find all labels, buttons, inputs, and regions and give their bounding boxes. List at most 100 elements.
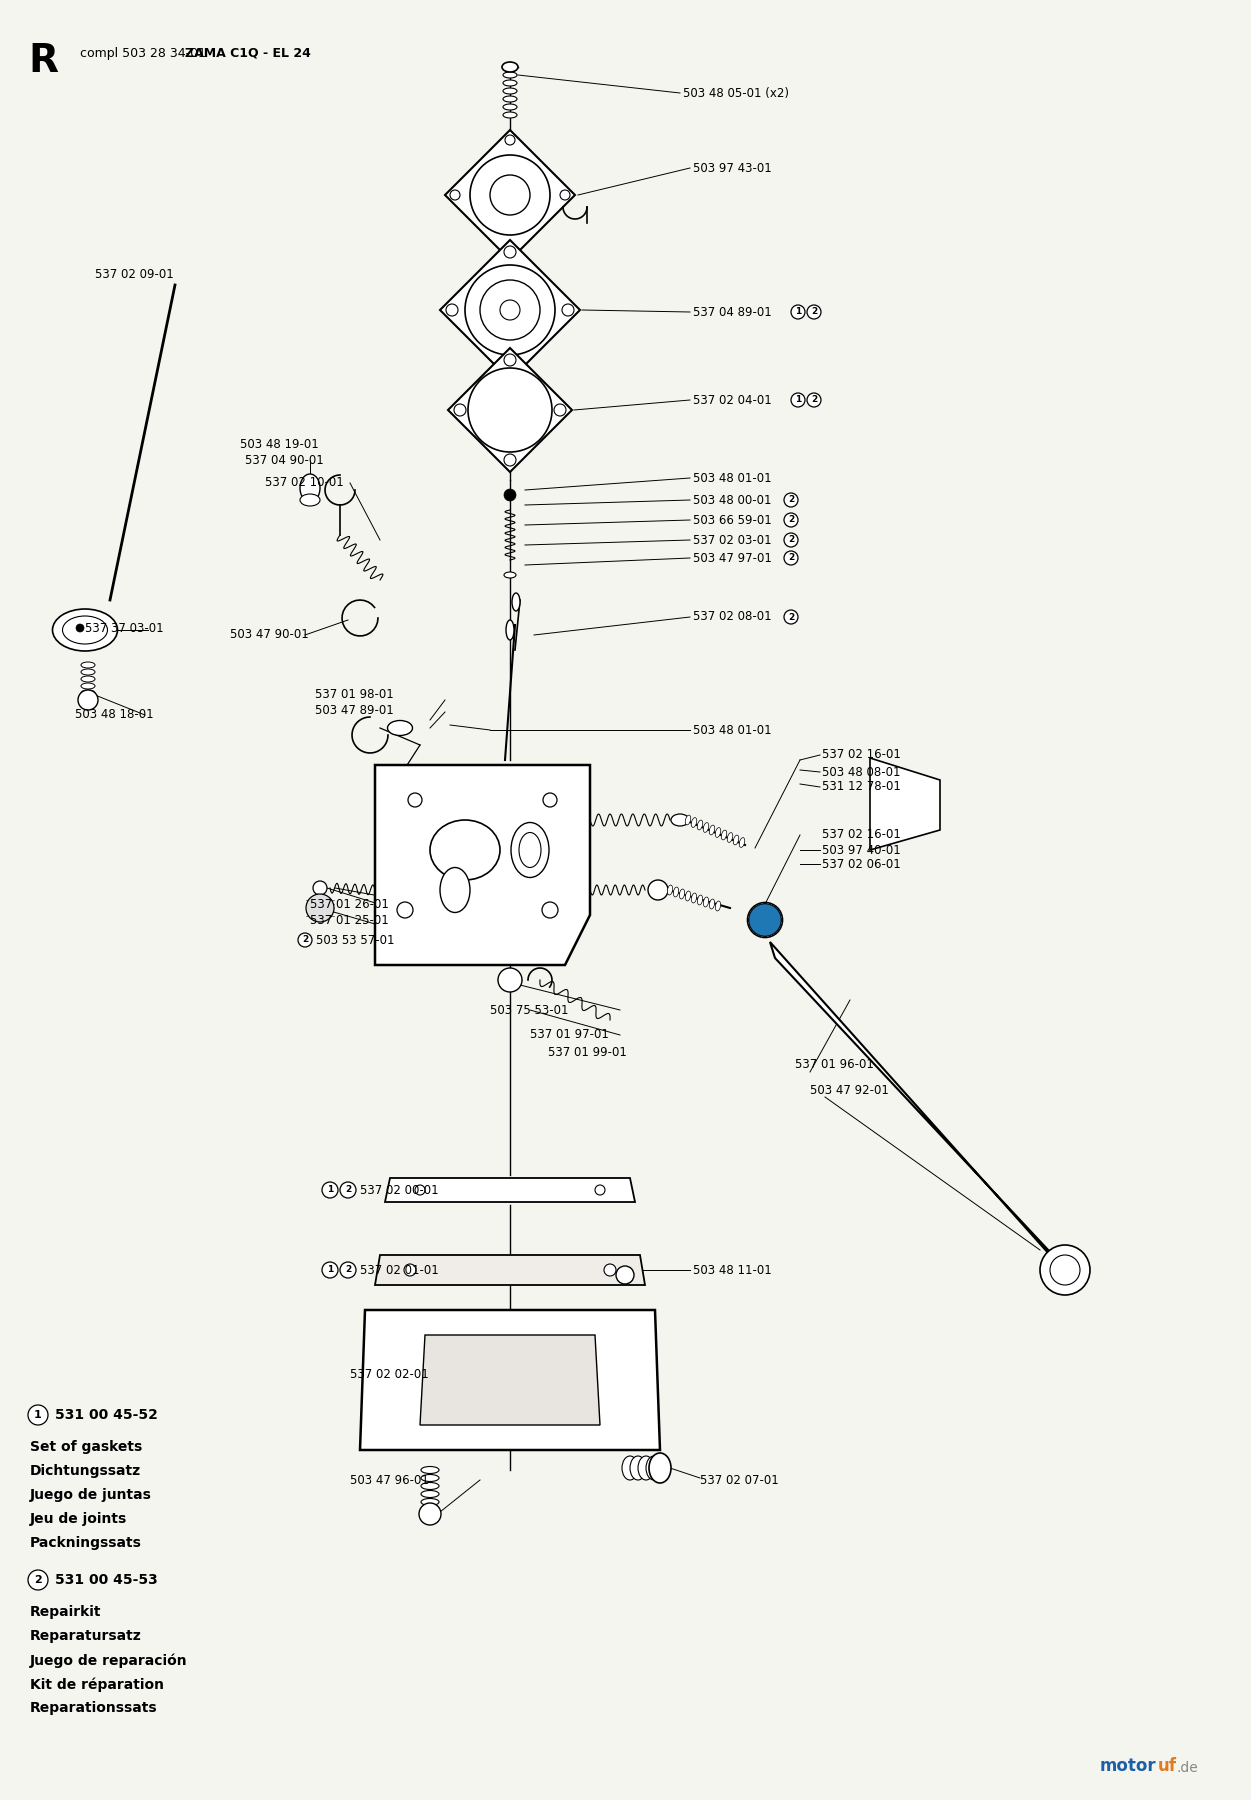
Polygon shape	[420, 1336, 600, 1426]
Ellipse shape	[679, 889, 684, 898]
Text: 531 00 45-53: 531 00 45-53	[55, 1573, 158, 1588]
Circle shape	[500, 301, 520, 320]
Circle shape	[784, 493, 798, 508]
Text: 537 02 03-01: 537 02 03-01	[693, 533, 772, 547]
Ellipse shape	[727, 833, 733, 842]
Text: Dichtungssatz: Dichtungssatz	[30, 1463, 141, 1478]
Text: uf: uf	[1158, 1757, 1177, 1775]
Ellipse shape	[300, 473, 320, 502]
Text: 537 02 04-01: 537 02 04-01	[693, 394, 772, 407]
Circle shape	[615, 1265, 634, 1283]
Polygon shape	[445, 130, 575, 259]
Text: 2: 2	[788, 536, 794, 544]
Ellipse shape	[739, 837, 744, 848]
Text: 2: 2	[788, 612, 794, 621]
Circle shape	[447, 304, 458, 317]
Circle shape	[340, 1183, 357, 1199]
Polygon shape	[375, 765, 590, 965]
Circle shape	[560, 191, 570, 200]
Text: 537 02 06-01: 537 02 06-01	[822, 857, 901, 871]
Ellipse shape	[686, 891, 691, 902]
Circle shape	[648, 880, 668, 900]
Circle shape	[28, 1406, 48, 1426]
Text: 537 01 26-01: 537 01 26-01	[310, 898, 389, 911]
Text: 1: 1	[794, 396, 801, 405]
Text: 537 37 03-01: 537 37 03-01	[85, 621, 164, 635]
Ellipse shape	[430, 821, 500, 880]
Circle shape	[470, 155, 550, 236]
Text: 2: 2	[811, 396, 817, 405]
Text: Juego de reparación: Juego de reparación	[30, 1652, 188, 1667]
Text: 1: 1	[327, 1265, 333, 1274]
Circle shape	[322, 1183, 338, 1199]
Text: 537 02 09-01: 537 02 09-01	[95, 268, 174, 281]
Text: 503 66 59-01: 503 66 59-01	[693, 513, 772, 526]
Ellipse shape	[502, 61, 518, 72]
Text: 537 01 98-01: 537 01 98-01	[315, 688, 394, 702]
Ellipse shape	[505, 619, 514, 641]
Circle shape	[465, 265, 555, 355]
Ellipse shape	[716, 828, 721, 837]
Text: 503 48 11-01: 503 48 11-01	[693, 1264, 772, 1276]
Ellipse shape	[422, 1483, 439, 1490]
Text: 2: 2	[345, 1265, 352, 1274]
Ellipse shape	[53, 608, 118, 652]
Text: 537 04 89-01: 537 04 89-01	[693, 306, 772, 319]
Ellipse shape	[671, 814, 689, 826]
Text: 537 02 10-01: 537 02 10-01	[265, 475, 344, 488]
Ellipse shape	[716, 902, 721, 911]
Ellipse shape	[697, 895, 703, 905]
Text: Reparatursatz: Reparatursatz	[30, 1629, 141, 1643]
Circle shape	[404, 1264, 417, 1276]
Text: 503 97 40-01: 503 97 40-01	[822, 844, 901, 857]
Text: 1: 1	[34, 1409, 41, 1420]
Text: 2: 2	[811, 308, 817, 317]
Circle shape	[554, 403, 565, 416]
Ellipse shape	[81, 682, 95, 689]
Circle shape	[419, 1503, 442, 1525]
Ellipse shape	[703, 896, 708, 907]
Circle shape	[450, 191, 460, 200]
Text: Kit de réparation: Kit de réparation	[30, 1678, 164, 1692]
Text: 537 04 90-01: 537 04 90-01	[245, 454, 324, 466]
Text: 503 53 57-01: 503 53 57-01	[317, 934, 394, 947]
Ellipse shape	[709, 898, 714, 909]
Circle shape	[1050, 1255, 1080, 1285]
Circle shape	[504, 247, 515, 257]
Ellipse shape	[638, 1456, 654, 1480]
Text: 503 47 89-01: 503 47 89-01	[315, 704, 394, 716]
Circle shape	[454, 403, 467, 416]
Text: 1: 1	[794, 308, 801, 317]
Text: 2: 2	[788, 515, 794, 524]
Ellipse shape	[81, 689, 95, 697]
Text: 537 02 08-01: 537 02 08-01	[693, 610, 772, 623]
Ellipse shape	[503, 112, 517, 119]
Ellipse shape	[709, 824, 714, 835]
Ellipse shape	[749, 904, 781, 936]
Ellipse shape	[422, 1490, 439, 1498]
Circle shape	[807, 304, 821, 319]
Ellipse shape	[503, 95, 517, 103]
Text: 503 47 96-01: 503 47 96-01	[350, 1474, 429, 1487]
Ellipse shape	[519, 832, 540, 868]
Circle shape	[504, 362, 515, 374]
Ellipse shape	[504, 572, 515, 578]
Circle shape	[784, 551, 798, 565]
Text: motor: motor	[1100, 1757, 1157, 1775]
Ellipse shape	[422, 1474, 439, 1481]
Circle shape	[504, 355, 515, 365]
Ellipse shape	[503, 72, 517, 77]
Polygon shape	[375, 1255, 646, 1285]
Circle shape	[807, 392, 821, 407]
Text: 2: 2	[34, 1575, 41, 1586]
Ellipse shape	[81, 677, 95, 682]
Polygon shape	[360, 1310, 661, 1451]
Text: 537 02 07-01: 537 02 07-01	[701, 1474, 779, 1487]
Circle shape	[28, 1570, 48, 1589]
Circle shape	[480, 281, 540, 340]
Ellipse shape	[697, 821, 703, 830]
Circle shape	[468, 367, 552, 452]
Ellipse shape	[503, 104, 517, 110]
Circle shape	[313, 880, 327, 895]
Text: 503 47 90-01: 503 47 90-01	[230, 628, 309, 641]
